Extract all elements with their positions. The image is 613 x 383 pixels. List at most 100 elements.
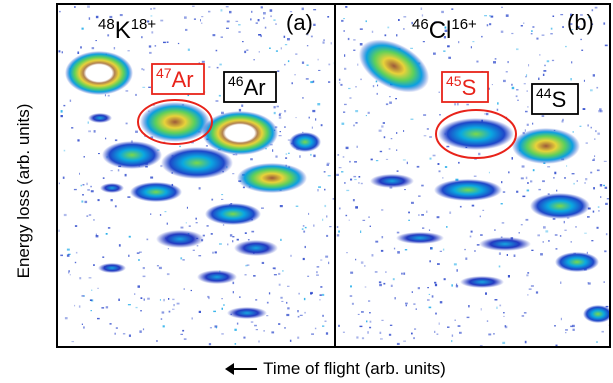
noise-speck [302, 225, 305, 227]
noise-speck [422, 227, 425, 229]
noise-speck [561, 120, 564, 123]
noise-speck [232, 291, 234, 294]
noise-speck [525, 218, 529, 221]
noise-speck [406, 161, 408, 165]
noise-speck [368, 300, 371, 302]
noise-speck [518, 232, 520, 234]
noise-speck [530, 285, 534, 287]
noise-speck [527, 294, 529, 296]
noise-speck [396, 34, 398, 37]
noise-speck [385, 271, 387, 273]
noise-speck [493, 61, 496, 64]
noise-speck [342, 156, 345, 158]
noise-speck [392, 278, 395, 281]
noise-speck [606, 198, 610, 200]
noise-speck [459, 331, 462, 334]
noise-speck [326, 162, 330, 165]
noise-speck [238, 31, 241, 33]
noise-speck [505, 71, 508, 73]
noise-speck [359, 325, 363, 328]
noise-speck [598, 110, 602, 113]
noise-speck [605, 202, 608, 205]
noise-speck [226, 27, 229, 29]
noise-speck [530, 33, 533, 35]
noise-speck [595, 130, 597, 133]
noise-speck [505, 14, 509, 17]
cluster [460, 276, 504, 288]
noise-speck [469, 235, 472, 238]
x-axis-label-row: Time of flight (arb. units) [0, 357, 613, 379]
noise-speck [90, 310, 92, 312]
noise-speck [95, 235, 99, 238]
noise-speck [301, 61, 305, 64]
noise-speck [370, 158, 373, 161]
noise-speck [413, 303, 416, 305]
noise-speck [278, 283, 281, 286]
noise-speck [59, 10, 61, 13]
noise-speck [97, 287, 99, 289]
noise-speck [497, 102, 499, 105]
noise-speck [349, 295, 353, 297]
noise-speck [295, 53, 298, 55]
noise-speck [565, 329, 568, 331]
noise-speck [438, 91, 440, 93]
noise-speck [553, 177, 555, 179]
noise-speck [284, 327, 286, 329]
noise-speck [489, 23, 492, 26]
noise-speck [143, 298, 145, 301]
noise-speck [150, 136, 154, 139]
noise-speck [304, 311, 306, 314]
noise-speck [341, 171, 344, 173]
noise-speck [79, 172, 80, 175]
noise-speck [569, 23, 573, 25]
noise-speck [496, 108, 499, 111]
noise-speck [369, 225, 371, 227]
noise-speck [118, 298, 120, 301]
noise-speck [253, 59, 255, 61]
noise-speck [428, 229, 431, 231]
noise-speck [297, 336, 300, 339]
noise-speck [494, 58, 497, 60]
noise-speck [93, 130, 96, 133]
noise-speck [291, 82, 293, 85]
noise-speck [78, 305, 81, 308]
noise-speck [79, 277, 82, 280]
noise-speck [572, 131, 574, 133]
noise-speck [193, 18, 196, 20]
noise-speck [524, 129, 526, 132]
noise-speck [270, 15, 272, 18]
noise-speck [287, 38, 290, 41]
noise-speck [332, 198, 335, 200]
noise-speck [173, 304, 175, 307]
noise-speck [220, 36, 223, 38]
noise-speck [310, 35, 313, 38]
noise-speck [466, 316, 470, 319]
noise-speck [542, 73, 545, 76]
noise-speck [364, 265, 366, 267]
noise-speck [466, 103, 469, 106]
noise-speck [436, 333, 439, 335]
noise-speck [555, 344, 558, 347]
noise-speck [434, 21, 437, 24]
noise-speck [597, 132, 600, 135]
noise-speck [290, 254, 292, 257]
noise-speck [229, 234, 233, 237]
noise-speck [277, 70, 280, 72]
noise-speck [211, 198, 214, 201]
noise-speck [221, 198, 224, 200]
noise-speck [403, 272, 406, 275]
noise-speck [82, 184, 85, 186]
noise-speck [570, 241, 572, 243]
noise-speck [88, 17, 91, 20]
cluster [234, 240, 278, 256]
noise-speck [73, 188, 77, 191]
noise-speck [434, 283, 438, 287]
noise-speck [342, 331, 345, 333]
noise-speck [488, 171, 490, 174]
noise-speck [456, 283, 458, 286]
label-box-45s [441, 71, 489, 103]
panel-a-clusters [65, 51, 321, 319]
noise-speck [396, 342, 400, 345]
noise-speck [251, 10, 253, 13]
noise-speck [343, 111, 346, 113]
